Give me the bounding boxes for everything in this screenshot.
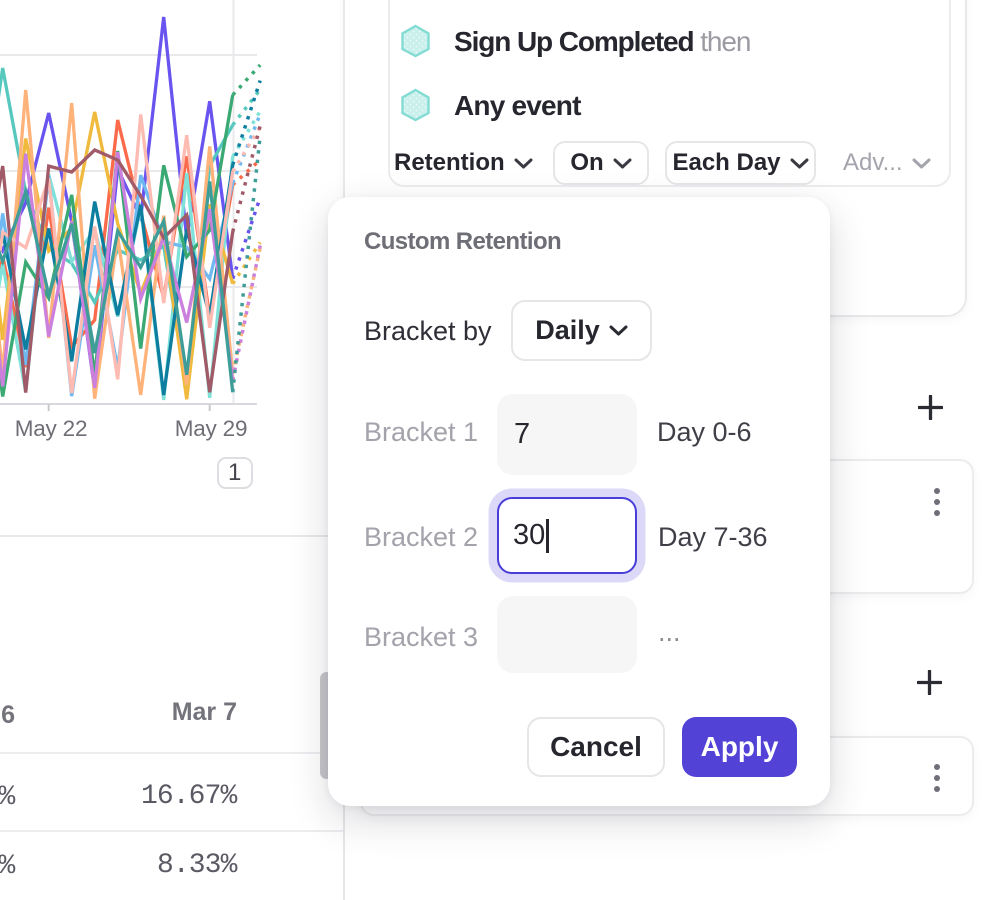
svg-text:May 22: May 22 xyxy=(15,416,88,441)
svg-text:May 29: May 29 xyxy=(175,416,248,441)
